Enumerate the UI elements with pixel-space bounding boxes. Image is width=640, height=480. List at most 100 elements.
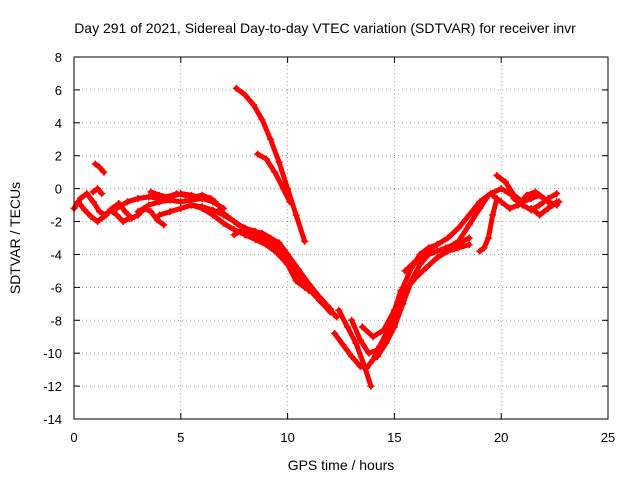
- data-point: [390, 323, 398, 331]
- data-point: [454, 244, 462, 252]
- data-point: [181, 191, 189, 199]
- data-point: [254, 150, 262, 158]
- data-point: [531, 188, 539, 196]
- grid: [74, 57, 608, 419]
- data-point: [177, 198, 185, 206]
- data-point: [232, 84, 240, 92]
- series-track-19: [358, 241, 473, 341]
- data-point: [215, 206, 223, 214]
- data-point: [339, 341, 347, 349]
- data-point: [506, 204, 514, 212]
- data-point: [279, 185, 287, 193]
- series-track-8: [155, 201, 341, 321]
- series-line: [231, 225, 333, 312]
- data-point: [220, 219, 228, 227]
- data-point: [262, 155, 270, 163]
- y-tick-label: -10: [43, 346, 62, 361]
- x-tick-label: 10: [280, 430, 294, 445]
- data-point: [523, 191, 531, 199]
- data-point: [444, 244, 452, 252]
- data-point: [536, 211, 544, 219]
- data-point: [356, 336, 364, 344]
- data-point: [273, 249, 281, 257]
- y-tick-label: -2: [50, 215, 62, 230]
- data-point: [96, 163, 104, 171]
- data-point: [536, 201, 544, 209]
- data-point: [301, 237, 309, 245]
- data-point: [367, 382, 375, 390]
- y-tick-label: -4: [50, 247, 62, 262]
- data-point: [106, 206, 114, 214]
- data-point: [365, 349, 373, 357]
- y-tick-label: 6: [55, 83, 62, 98]
- data-point: [258, 116, 266, 124]
- data-point: [444, 234, 452, 242]
- data-point: [476, 204, 484, 212]
- y-tick-labels: -14 -12 -10 -8 -6 -4 -2 0 2 4 6 8: [43, 50, 62, 427]
- data-point: [292, 277, 300, 285]
- chart-title: Day 291 of 2021, Sidereal Day-to-day VTE…: [74, 20, 576, 36]
- data-point: [497, 198, 505, 206]
- data-point: [348, 316, 356, 324]
- data-point: [401, 287, 409, 295]
- series-track-7: [147, 188, 219, 206]
- y-axis-title: SDTVAR / TECUs: [7, 182, 23, 294]
- series-line: [511, 191, 560, 213]
- data-point: [173, 190, 181, 198]
- data-point: [465, 241, 473, 249]
- data-point: [369, 333, 377, 341]
- x-tick-label: 15: [387, 430, 401, 445]
- series-track-2: [74, 198, 134, 226]
- data-point: [262, 241, 270, 249]
- y-tick-label: -8: [50, 313, 62, 328]
- series-track-24: [489, 188, 563, 212]
- y-tick-label: 2: [55, 149, 62, 164]
- data-point: [501, 178, 509, 186]
- data-point: [316, 293, 324, 301]
- data-point: [493, 171, 501, 179]
- data-point: [155, 198, 163, 206]
- data-point: [553, 198, 561, 206]
- data-point: [224, 213, 232, 221]
- data-point: [484, 234, 492, 242]
- data-point: [187, 201, 195, 209]
- data-point: [241, 231, 249, 239]
- data-point: [454, 224, 462, 232]
- data-point: [100, 168, 108, 176]
- data-point: [480, 244, 488, 252]
- data-point: [207, 195, 215, 203]
- data-point: [271, 168, 279, 176]
- data-point: [91, 160, 99, 168]
- series-track-4: [89, 185, 106, 198]
- data-point: [98, 190, 106, 198]
- series-track-21: [433, 195, 490, 255]
- data-point: [262, 234, 270, 242]
- data-point: [343, 323, 351, 331]
- data-point: [232, 219, 240, 227]
- data-point: [93, 185, 101, 193]
- series-track-9: [187, 201, 334, 316]
- data-point: [433, 241, 441, 249]
- data-point: [249, 101, 257, 109]
- data-point: [113, 204, 121, 212]
- data-point: [190, 193, 198, 201]
- data-point: [93, 218, 101, 226]
- data-point: [89, 188, 97, 196]
- data-point: [241, 224, 249, 232]
- data-point: [476, 247, 484, 255]
- plot-frame: [73, 56, 609, 420]
- data-point: [286, 198, 294, 206]
- data-point: [100, 213, 108, 221]
- data-point: [241, 91, 249, 99]
- data-point: [273, 241, 281, 249]
- data-point: [119, 218, 127, 226]
- data-point: [369, 356, 377, 364]
- series-track-11: [230, 224, 334, 313]
- data-point: [373, 352, 381, 360]
- data-point: [211, 198, 219, 206]
- data-point: [390, 306, 398, 314]
- data-point: [380, 326, 388, 334]
- x-tick-label: 25: [601, 430, 615, 445]
- data-point: [166, 208, 174, 216]
